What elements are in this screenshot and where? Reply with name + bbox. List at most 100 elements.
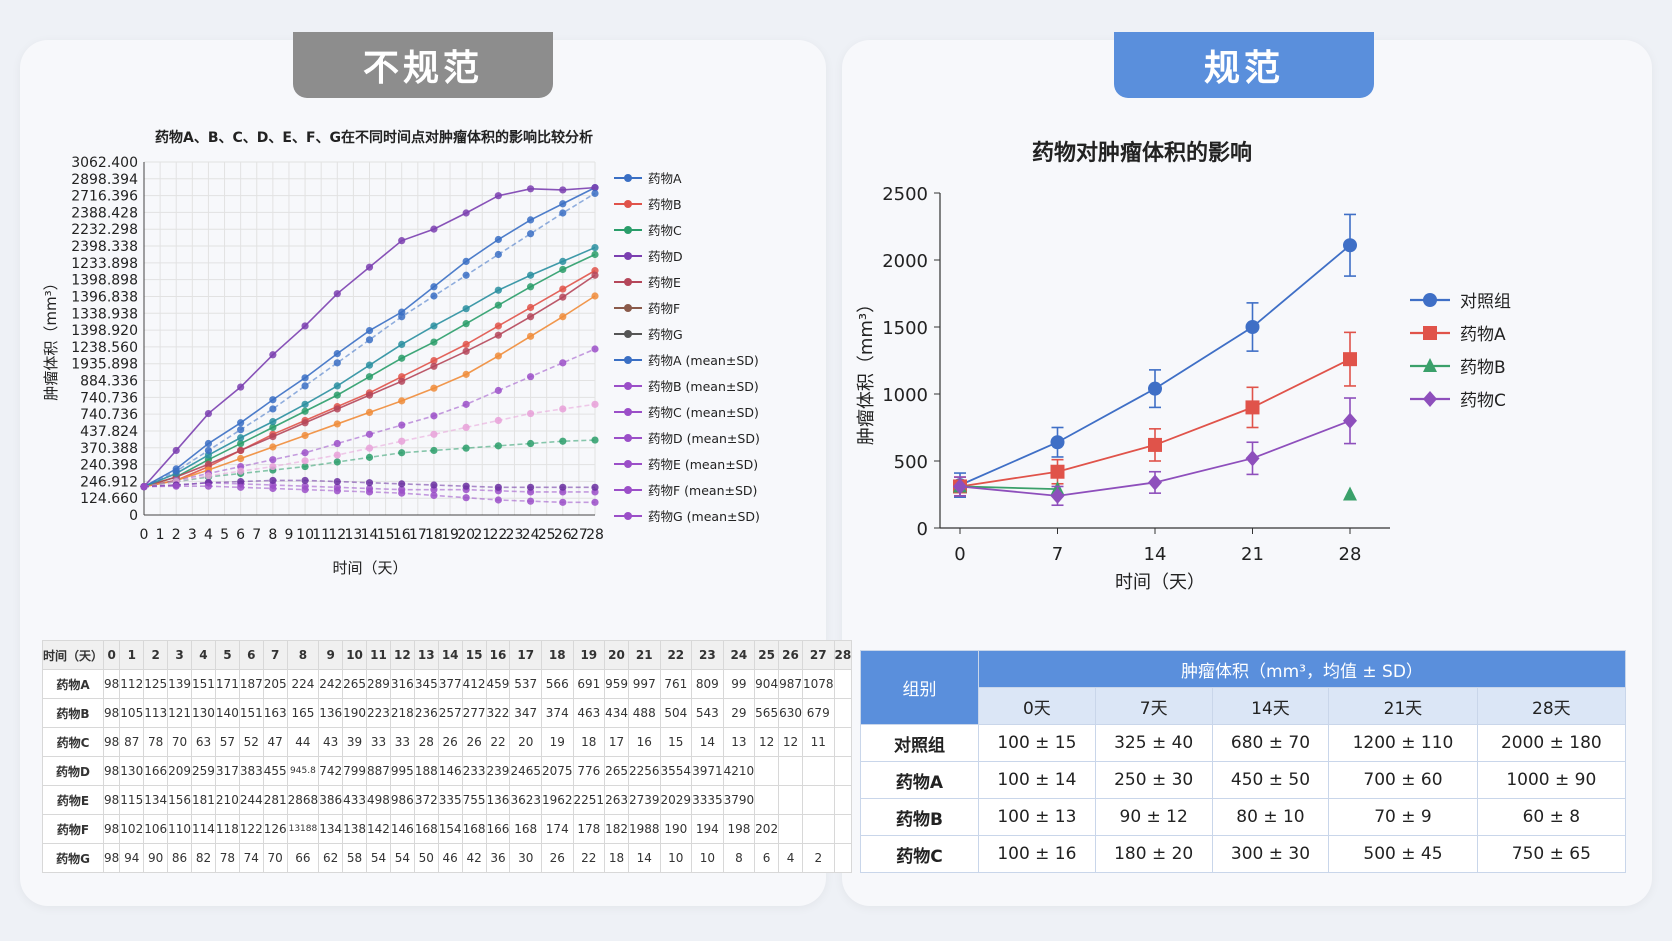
bad-table-cell: 257	[437, 698, 463, 728]
bad-xtick-label: 15	[377, 527, 395, 543]
bad-table-day-header: 3	[167, 640, 193, 670]
bad-data-point	[237, 419, 245, 427]
bad-ytick-label: 2716.396	[71, 189, 138, 205]
bad-ytick-label: 2898.394	[71, 172, 138, 188]
bad-ytick-label: 0	[129, 508, 138, 524]
bad-table-cell: 29	[722, 698, 756, 728]
bad-ytick-label: 370.388	[80, 441, 138, 457]
bad-table-day-header: 8	[286, 640, 320, 670]
bad-data-point	[462, 305, 470, 313]
bad-table-cell: 12	[754, 727, 780, 757]
bad-table-cell: 98	[103, 785, 121, 815]
good-table-cell: 100 ± 16	[978, 835, 1096, 873]
bad-xtick-label: 25	[538, 527, 556, 543]
bad-data-point	[172, 446, 180, 455]
bad-table-cell: 139	[167, 669, 193, 699]
good-table-cell: 300 ± 30	[1211, 835, 1330, 873]
bad-line-chart: 药物A、B、C、D、E、F、G在不同时间点对肿瘤体积的影响比较分析 3062.40…	[42, 129, 760, 577]
bad-table-cell: 11	[801, 727, 835, 757]
bad-table-cell: 20	[509, 727, 542, 757]
bad-table-row-label: 药物D	[41, 756, 105, 786]
bad-table-cell: 14	[627, 843, 661, 873]
bad-table-cell	[801, 814, 835, 844]
bad-table-day-header: 14	[437, 640, 463, 670]
good-xtick-label: 7	[1052, 544, 1063, 565]
good-data-table: 组别 肿瘤体积（mm³，均值 ± SD） 0天 7天 14天 21天 28天 对照组 10…	[860, 650, 1627, 873]
bad-series-9	[140, 436, 599, 491]
bad-table-cell: 63	[191, 727, 216, 757]
bad-data-point	[301, 449, 309, 457]
bad-data-point	[237, 434, 245, 442]
good-series-line	[959, 485, 1058, 491]
bad-table-day-header: 19	[572, 640, 606, 670]
bad-data-point	[526, 271, 535, 279]
bad-data-point	[237, 446, 245, 455]
bad-table-cell: 12	[778, 727, 803, 757]
bad-table-cell: 190	[659, 814, 693, 844]
bad-data-point	[430, 292, 438, 300]
bad-table-cell: 198	[722, 814, 756, 844]
bad-table-cell: 168	[509, 814, 542, 844]
bad-table-row-label: 药物B	[41, 698, 105, 728]
good-ytick-label: 500	[894, 452, 928, 473]
bad-data-point	[398, 340, 406, 349]
bad-table-cell: 809	[691, 669, 724, 699]
bad-xtick-label: 5	[220, 527, 229, 543]
bad-table-day-header: 7	[262, 640, 288, 670]
bad-table-cell: 537	[509, 669, 542, 699]
bad-table-cell: 986	[389, 785, 415, 815]
bad-data-point	[559, 257, 567, 266]
bad-data-point	[430, 446, 438, 455]
bad-table-cell: 166	[143, 756, 169, 786]
bad-table-cell: 265	[604, 756, 629, 786]
bad-data-point	[526, 313, 535, 321]
bad-table-cell: 181	[191, 785, 216, 815]
bad-table-cell	[801, 756, 835, 786]
bad-data-point	[301, 407, 309, 415]
bad-data-point	[204, 482, 213, 490]
bad-data-point	[398, 237, 406, 245]
bad-data-point	[269, 443, 277, 451]
bad-xtick-label: 11	[312, 527, 330, 543]
bad-data-point	[333, 382, 341, 390]
bad-table-cell: 22	[572, 843, 606, 873]
bad-data-point	[204, 446, 213, 455]
bad-data-point	[462, 444, 470, 452]
good-ytick-label: 0	[917, 519, 928, 540]
bad-xtick-label: 2	[172, 527, 181, 543]
bad-data-point	[365, 391, 374, 399]
bad-table-cell: 1962	[540, 785, 574, 815]
good-data-point	[1148, 381, 1162, 396]
bad-table-cell: 118	[214, 814, 240, 844]
bad-table-cell: 156	[167, 785, 193, 815]
bad-data-point	[430, 322, 438, 330]
bad-data-point	[365, 479, 374, 487]
bad-data-point	[591, 243, 599, 252]
bad-data-point	[494, 352, 502, 360]
bad-table-cell	[778, 756, 803, 786]
bad-table-cell: 205	[262, 669, 288, 699]
bad-table-row-label: 药物E	[41, 785, 105, 815]
bad-data-point	[526, 216, 535, 224]
good-table-cell: 100 ± 14	[978, 761, 1096, 799]
bad-xtick-label: 7	[252, 527, 261, 543]
bad-data-point	[591, 189, 599, 197]
bad-data-point	[430, 283, 438, 291]
bad-legend-label: 药物G	[648, 327, 683, 342]
bad-data-point	[365, 408, 374, 417]
bad-data-point	[559, 265, 567, 274]
good-ytick-label: 1000	[882, 385, 928, 406]
bad-table-cell: 761	[659, 669, 693, 699]
bad-table-cell: 10	[659, 843, 693, 873]
bad-table-cell: 146	[437, 756, 463, 786]
bad-xtick-label: 19	[441, 527, 459, 543]
bad-table-day-header: 17	[509, 640, 542, 670]
bad-table-day-header: 5	[214, 640, 240, 670]
bad-data-point	[365, 263, 374, 271]
good-legend-label: 对照组	[1460, 292, 1511, 312]
bad-xtick-label: 21	[473, 527, 491, 543]
bad-table-cell: 224	[286, 669, 320, 699]
bad-table-cell: 1988	[627, 814, 661, 844]
bad-table-cell: 165	[286, 698, 320, 728]
bad-xtick-label: 8	[268, 527, 277, 543]
